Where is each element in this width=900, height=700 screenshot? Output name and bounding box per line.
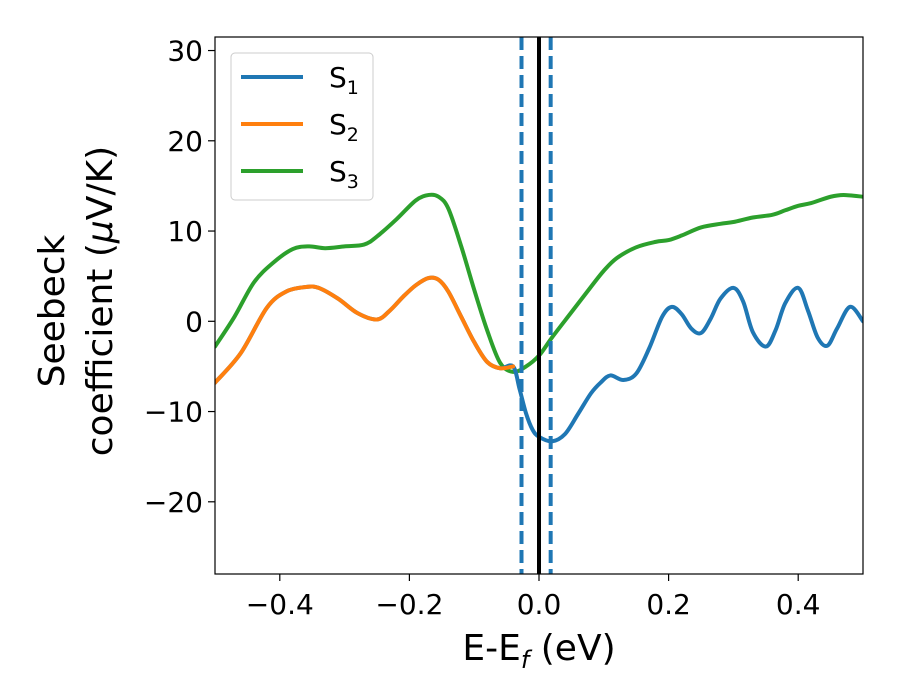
legend-label-s2: S2: [329, 108, 359, 146]
axis-ticks: −0.4 −0.2 0.0 0.2 0.4 −20 −10 0 10 20 30: [144, 35, 821, 621]
y-tick-label: 30: [167, 35, 203, 68]
x-axis-label-main: E-E: [462, 628, 520, 669]
series-line-s3: [215, 192, 863, 374]
x-tick-label: −0.4: [246, 588, 314, 621]
plot-content: [215, 37, 863, 574]
series-line-s2: [215, 275, 516, 385]
x-axis-label: E-Ef (eV): [462, 628, 615, 674]
y-axis-label-line2: coefficient (μV/K): [80, 146, 121, 456]
x-tick-label: −0.2: [375, 588, 443, 621]
plot-frame: [214, 36, 864, 575]
x-axis-label-unit: (eV): [529, 628, 615, 669]
x-tick-label: 0.0: [517, 588, 562, 621]
y-tick-label: 0: [185, 305, 203, 338]
y-tick-label: 10: [167, 215, 203, 248]
y-axis-label-mu: μ: [80, 220, 121, 244]
legend-label-s1: S1: [329, 61, 359, 99]
y-tick-label: 20: [167, 125, 203, 158]
legend: S1 S2 S3: [230, 52, 374, 201]
y-axis-label-post: V/K): [80, 146, 121, 220]
plot-area: [215, 37, 863, 574]
x-tick-label: 0.4: [776, 588, 821, 621]
y-tick-label: −10: [144, 396, 203, 429]
y-axis-label-pre: coefficient (: [80, 243, 121, 456]
legend-frame: [230, 52, 374, 201]
legend-label-s3: S3: [329, 155, 359, 193]
y-tick-label: −20: [144, 486, 203, 519]
x-tick-label: 0.2: [646, 588, 691, 621]
y-axis-label-line1: Seebeck: [32, 234, 73, 387]
